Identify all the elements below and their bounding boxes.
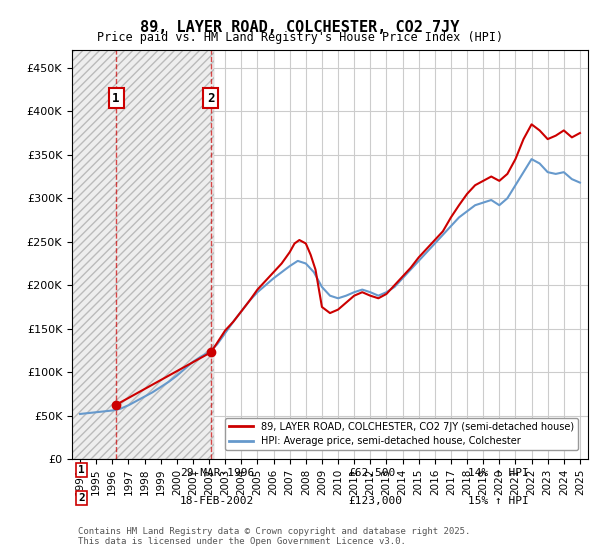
Text: £123,000: £123,000 — [348, 496, 402, 506]
Text: Price paid vs. HM Land Registry's House Price Index (HPI): Price paid vs. HM Land Registry's House … — [97, 31, 503, 44]
Bar — [72, 50, 214, 459]
Text: 1: 1 — [112, 92, 120, 105]
Text: £62,500: £62,500 — [348, 468, 395, 478]
Text: 14% ↑ HPI: 14% ↑ HPI — [468, 468, 529, 478]
Text: Contains HM Land Registry data © Crown copyright and database right 2025.
This d: Contains HM Land Registry data © Crown c… — [78, 526, 470, 546]
Legend: 89, LAYER ROAD, COLCHESTER, CO2 7JY (semi-detached house), HPI: Average price, s: 89, LAYER ROAD, COLCHESTER, CO2 7JY (sem… — [225, 418, 578, 450]
Text: 18-FEB-2002: 18-FEB-2002 — [180, 496, 254, 506]
Text: 29-MAR-1996: 29-MAR-1996 — [180, 468, 254, 478]
Text: 1: 1 — [78, 465, 85, 475]
Text: 2: 2 — [207, 92, 215, 105]
Text: 89, LAYER ROAD, COLCHESTER, CO2 7JY: 89, LAYER ROAD, COLCHESTER, CO2 7JY — [140, 20, 460, 35]
Text: 2: 2 — [78, 493, 85, 503]
Text: 15% ↑ HPI: 15% ↑ HPI — [468, 496, 529, 506]
